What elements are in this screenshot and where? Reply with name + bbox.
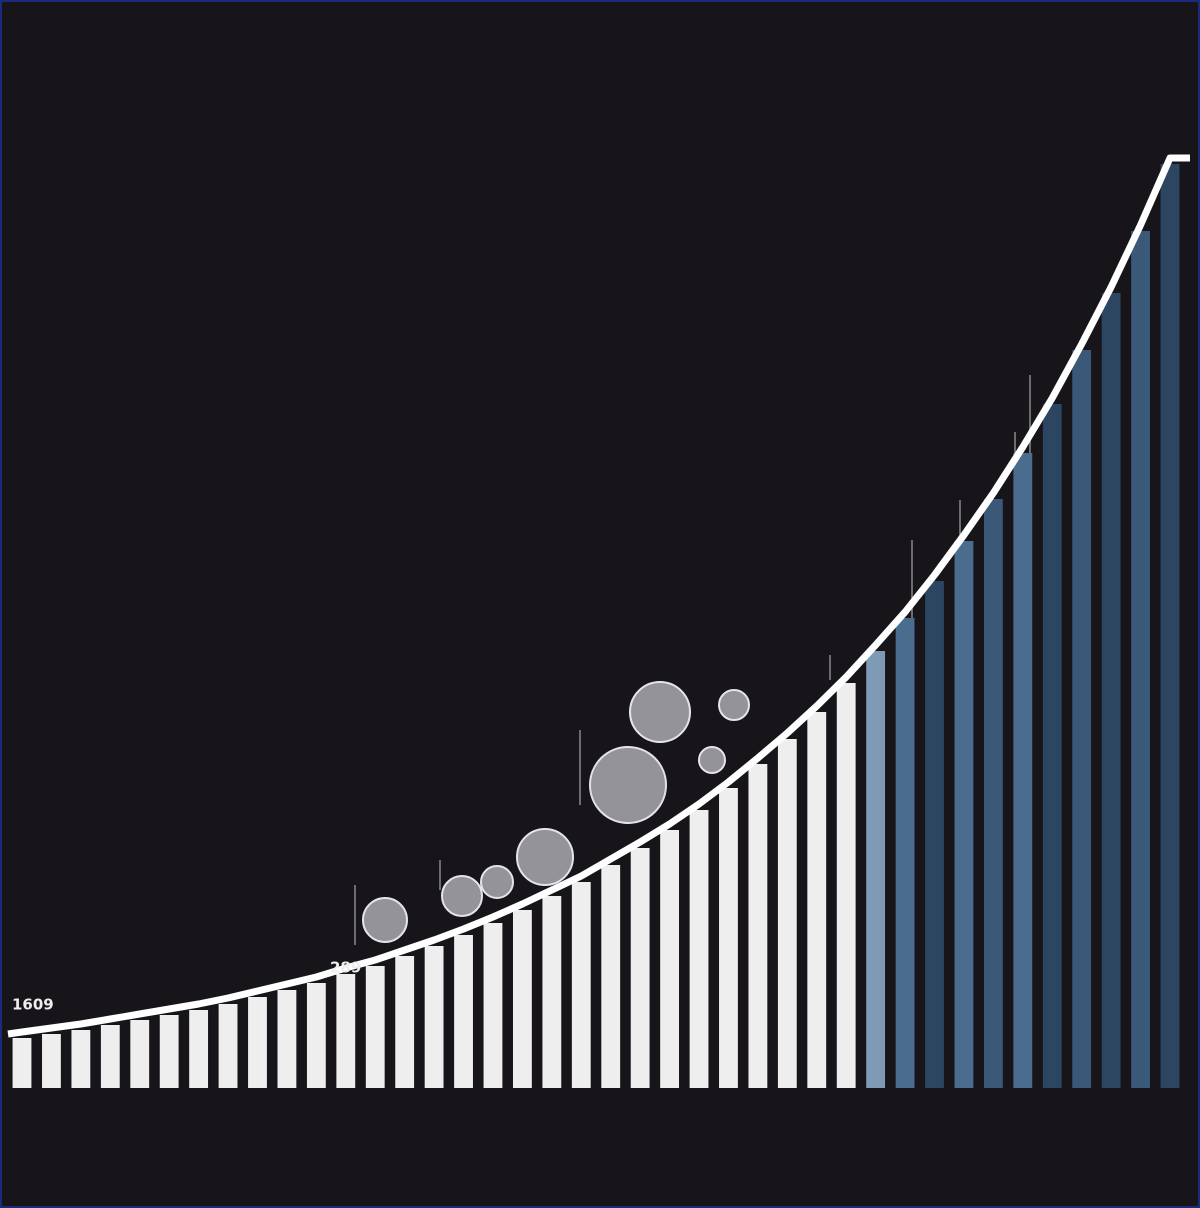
bar xyxy=(189,1010,209,1088)
bar xyxy=(1131,231,1150,1088)
bar xyxy=(424,946,444,1088)
bar xyxy=(1101,293,1121,1088)
annotation: 289 xyxy=(330,959,361,977)
bar xyxy=(12,1038,32,1088)
bar xyxy=(983,499,1003,1088)
bar xyxy=(306,983,326,1088)
bar xyxy=(130,1020,150,1088)
bar xyxy=(218,1004,238,1088)
bar xyxy=(866,651,886,1088)
bar xyxy=(483,923,503,1088)
bar xyxy=(895,618,915,1088)
bar xyxy=(248,997,267,1088)
bar xyxy=(159,1015,179,1088)
bar xyxy=(748,764,768,1088)
bar xyxy=(954,541,974,1088)
bar xyxy=(512,910,532,1088)
bar xyxy=(42,1034,61,1088)
bar xyxy=(601,865,621,1088)
bar xyxy=(395,956,415,1088)
bar xyxy=(719,788,738,1088)
bar xyxy=(1072,350,1092,1088)
bar xyxy=(777,739,797,1088)
bar xyxy=(689,810,709,1088)
bar xyxy=(277,990,297,1088)
annotation: 1609 xyxy=(12,996,54,1014)
bar xyxy=(660,830,680,1088)
bar xyxy=(71,1030,91,1088)
bar xyxy=(365,966,385,1088)
bar xyxy=(836,683,856,1088)
bar xyxy=(630,848,650,1088)
bar xyxy=(925,581,944,1088)
bar xyxy=(1013,453,1033,1088)
bar xyxy=(542,896,562,1088)
bar xyxy=(100,1025,120,1088)
bar xyxy=(571,882,591,1088)
bar xyxy=(1042,404,1062,1088)
trend-curve xyxy=(7,154,1190,1038)
bar xyxy=(454,935,473,1088)
bar xyxy=(336,974,356,1088)
bar xyxy=(807,712,827,1088)
bar xyxy=(1160,164,1180,1088)
